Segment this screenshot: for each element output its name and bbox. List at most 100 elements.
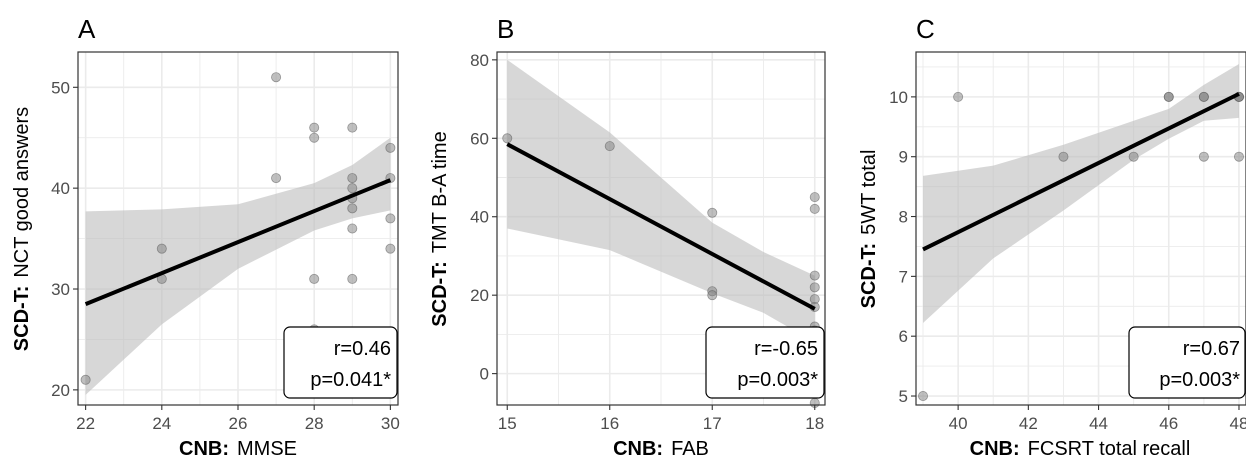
- x-tick-label: 30: [381, 414, 400, 433]
- confidence-band: [85, 137, 391, 395]
- x-axis-label: MMSE: [237, 438, 297, 460]
- x-axis-title: CNB: FAB: [613, 438, 709, 460]
- y-tick-label: 30: [51, 280, 70, 299]
- panel-letter: B: [497, 14, 514, 44]
- y-axis-prefix: SCD-T:: [429, 261, 451, 327]
- annotation-box: r=0.46 p=0.041*: [283, 326, 398, 399]
- data-point: [1198, 151, 1209, 162]
- data-point: [809, 270, 820, 281]
- data-point: [604, 141, 615, 152]
- ticks: 15 16 17 18 0 20 40 60 80: [470, 51, 824, 433]
- annotation-p: p=0.003*: [737, 369, 818, 391]
- x-axis-prefix: CNB:: [970, 438, 1020, 460]
- x-tick-label: 44: [1089, 414, 1108, 433]
- annotation-r: r=0.46: [334, 338, 391, 360]
- data-point: [271, 72, 282, 83]
- points: [918, 91, 1244, 402]
- panel-border: [496, 51, 826, 406]
- data-point: [707, 207, 718, 218]
- data-point: [1058, 151, 1069, 162]
- data-point: [385, 213, 396, 224]
- data-point: [271, 173, 282, 184]
- y-tick-label: 8: [899, 208, 908, 227]
- data-point: [309, 122, 320, 133]
- x-axis-prefix: CNB:: [179, 438, 229, 460]
- x-tick-label: 46: [1159, 414, 1178, 433]
- x-tick-label: 28: [305, 414, 324, 433]
- y-tick-label: 20: [51, 381, 70, 400]
- x-axis-title: CNB: MMSE: [179, 438, 297, 460]
- data-point: [309, 273, 320, 284]
- data-point: [347, 273, 358, 284]
- panel-letter: A: [78, 14, 96, 44]
- data-point: [1198, 91, 1209, 102]
- x-tick-label: 26: [229, 414, 248, 433]
- y-axis-title: SCD-T: 5WT total: [858, 150, 880, 309]
- x-tick-label: 40: [949, 414, 968, 433]
- panel-c: C 40 42 44 46 48 5 6 7 8 9 10 r=0.67 p=0.003* CNB:…: [858, 14, 1246, 460]
- ticks: 22 24 26 28 30 20 30 40 50: [51, 78, 400, 433]
- regression-line: [506, 142, 816, 311]
- y-axis-label: 5WT total: [858, 150, 880, 235]
- data-point: [309, 132, 320, 143]
- data-point: [347, 173, 358, 184]
- data-point: [1233, 151, 1244, 162]
- x-tick-label: 16: [600, 414, 619, 433]
- y-tick-label: 5: [899, 387, 908, 406]
- ticks: 40 42 44 46 48 5 6 7 8 9 10: [889, 88, 1246, 433]
- x-tick-label: 42: [1019, 414, 1038, 433]
- x-axis-title: CNB: FCSRT total recall: [970, 438, 1191, 460]
- x-tick-label: 18: [805, 414, 824, 433]
- y-axis-title: SCD-T: NCT good answers: [11, 107, 33, 351]
- data-point: [918, 391, 929, 402]
- panel-a: A 22 24 26 28 30 20 30 40 50 r=0.46 p=0.041* CNB…: [11, 14, 400, 460]
- y-tick-label: 9: [899, 148, 908, 167]
- y-tick-label: 50: [51, 78, 70, 97]
- panel-letter: C: [916, 14, 935, 44]
- data-point: [347, 122, 358, 133]
- data-point: [1128, 151, 1139, 162]
- annotation-box: r=-0.65 p=0.003*: [705, 326, 825, 399]
- x-tick-label: 17: [703, 414, 722, 433]
- y-axis-prefix: SCD-T:: [11, 286, 33, 352]
- data-point: [809, 282, 820, 293]
- y-axis-label: NCT good answers: [11, 107, 33, 278]
- data-point: [707, 290, 718, 301]
- regression-line: [84, 178, 392, 306]
- x-axis-label: FAB: [671, 438, 709, 460]
- data-point: [809, 192, 820, 203]
- data-point: [347, 223, 358, 234]
- confidence-band: [507, 59, 815, 343]
- x-tick-label: 15: [498, 414, 517, 433]
- x-axis-prefix: CNB:: [613, 438, 663, 460]
- data-point: [156, 243, 167, 254]
- data-point: [502, 133, 513, 144]
- data-point: [347, 203, 358, 214]
- annotation-p: p=0.041*: [310, 369, 391, 391]
- y-tick-label: 20: [470, 286, 489, 305]
- annotation-p: p=0.003*: [1159, 369, 1240, 391]
- confidence-band: [923, 63, 1239, 324]
- y-axis-prefix: SCD-T:: [858, 243, 880, 309]
- data-point: [385, 142, 396, 153]
- x-tick-label: 48: [1230, 414, 1246, 433]
- y-tick-label: 80: [470, 51, 489, 70]
- x-axis-label: FCSRT total recall: [1028, 438, 1191, 460]
- data-point: [385, 243, 396, 254]
- annotation-r: r=0.67: [1183, 338, 1240, 360]
- y-axis-title: SCD-T: TMT B-A time: [429, 131, 451, 326]
- y-tick-label: 60: [470, 129, 489, 148]
- y-tick-label: 40: [51, 179, 70, 198]
- panel-border: [915, 51, 1246, 406]
- data-point: [1163, 91, 1174, 102]
- y-tick-label: 0: [480, 365, 489, 384]
- y-axis-label: TMT B-A time: [429, 131, 451, 253]
- y-tick-label: 7: [899, 267, 908, 286]
- annotation-r: r=-0.65: [754, 338, 818, 360]
- data-point: [953, 91, 964, 102]
- y-tick-label: 40: [470, 208, 489, 227]
- y-tick-label: 10: [889, 88, 908, 107]
- x-tick-label: 22: [76, 414, 95, 433]
- y-tick-label: 6: [899, 327, 908, 346]
